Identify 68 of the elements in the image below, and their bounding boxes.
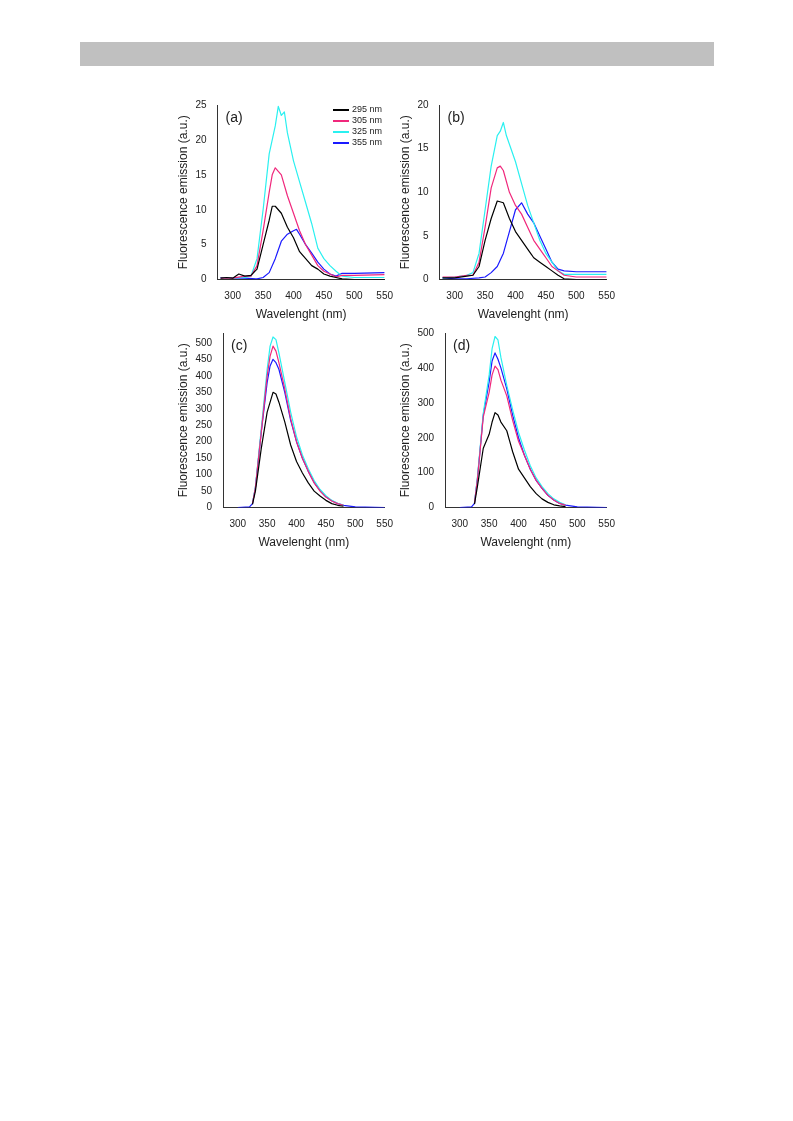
x-tick-label: 550 xyxy=(598,518,616,530)
x-tick-label: 500 xyxy=(568,518,587,530)
legend-label: 295 nm xyxy=(351,104,382,115)
y-tick-label: 400 xyxy=(195,369,213,381)
y-tick-label: 50 xyxy=(200,484,213,496)
x-tick-label: 300 xyxy=(451,518,469,530)
x-tick-label: 500 xyxy=(345,290,364,302)
x-tick-label: 550 xyxy=(376,290,394,302)
x-tick-label: 300 xyxy=(229,518,247,530)
x-tick-label: 450 xyxy=(539,518,557,530)
x-tick-label: 300 xyxy=(224,290,242,302)
x-axis-title: Wavelenght (nm) xyxy=(477,307,569,322)
y-tick-label: 450 xyxy=(195,353,213,365)
x-tick-label: 450 xyxy=(315,290,333,302)
y-tick-label: 100 xyxy=(417,466,435,478)
legend-label: 305 nm xyxy=(351,115,382,126)
x-tick-label: 350 xyxy=(254,290,272,302)
y-tick-label: 250 xyxy=(195,418,213,430)
y-axis-title: Fluorescence emission (a.u.) xyxy=(397,343,412,498)
x-tick-label: 400 xyxy=(510,518,528,530)
y-tick-label: 500 xyxy=(417,326,435,338)
y-tick-label: 400 xyxy=(417,361,435,373)
y-tick-label: 25 xyxy=(195,98,207,110)
legend-label: 355 nm xyxy=(351,137,382,148)
y-tick-label: 150 xyxy=(195,451,213,463)
x-tick-label: 400 xyxy=(285,290,303,302)
x-tick-label: 350 xyxy=(258,518,276,530)
y-tick-label: 0 xyxy=(428,501,435,513)
annotation: (a) xyxy=(225,108,243,125)
x-tick-label: 300 xyxy=(446,290,464,302)
y-tick-label: 300 xyxy=(417,396,435,408)
legend-label: 325 nm xyxy=(351,126,382,137)
y-tick-label: 300 xyxy=(195,402,213,414)
x-tick-label: 500 xyxy=(567,290,586,302)
annotation: (d) xyxy=(453,336,471,353)
x-tick-label: 500 xyxy=(346,518,365,530)
y-tick-label: 15 xyxy=(417,142,429,154)
x-tick-label: 350 xyxy=(480,518,498,530)
annotation: (b) xyxy=(447,108,465,125)
y-tick-label: 200 xyxy=(195,435,213,447)
y-tick-label: 100 xyxy=(195,468,213,480)
x-tick-label: 400 xyxy=(507,290,525,302)
y-tick-label: 0 xyxy=(422,273,429,285)
y-tick-label: 500 xyxy=(195,336,213,348)
y-axis-title: Fluorescence emission (a.u.) xyxy=(397,115,412,270)
x-tick-label: 450 xyxy=(317,518,335,530)
y-axis-title: Fluorescence emission (a.u.) xyxy=(175,343,190,498)
annotation: (c) xyxy=(231,336,248,353)
x-tick-label: 550 xyxy=(598,290,616,302)
y-tick-label: 0 xyxy=(200,273,207,285)
x-tick-label: 350 xyxy=(476,290,494,302)
y-tick-label: 0 xyxy=(206,501,213,513)
x-tick-label: 550 xyxy=(376,518,394,530)
y-axis-title: Fluorescence emission (a.u.) xyxy=(175,115,190,270)
y-tick-label: 350 xyxy=(195,386,213,398)
x-axis-title: Wavelenght (nm) xyxy=(480,535,572,550)
y-tick-label: 15 xyxy=(195,168,207,180)
x-tick-label: 400 xyxy=(288,518,306,530)
y-tick-label: 20 xyxy=(417,98,429,110)
x-axis-title: Wavelenght (nm) xyxy=(255,307,347,322)
y-tick-label: 10 xyxy=(195,203,207,215)
x-axis-title: Wavelenght (nm) xyxy=(258,535,350,550)
x-tick-label: 450 xyxy=(537,290,555,302)
y-tick-label: 5 xyxy=(422,229,429,241)
y-tick-label: 20 xyxy=(195,133,207,145)
y-tick-label: 200 xyxy=(417,431,435,443)
y-tick-label: 10 xyxy=(417,186,429,198)
y-tick-label: 5 xyxy=(200,238,207,250)
